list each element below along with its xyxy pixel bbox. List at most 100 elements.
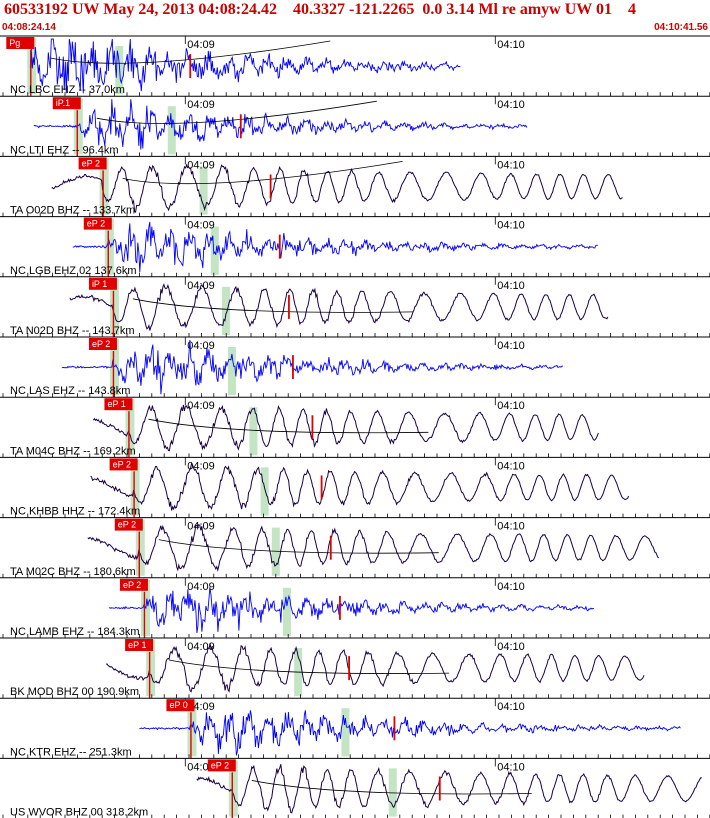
window-band — [228, 760, 238, 817]
pick-label: Pg — [9, 38, 20, 48]
window-band — [249, 407, 258, 456]
window-band — [109, 339, 119, 396]
station-label: BK MOD BHZ 00 190.9km — [10, 686, 139, 698]
waveform-trace — [87, 523, 660, 573]
pick-label: eP 2 — [118, 520, 136, 530]
time-tick-label: 04:09 — [187, 159, 215, 171]
waveform-trace — [72, 221, 599, 273]
station-label: NC LGB EHZ 02 137.6km — [10, 265, 137, 277]
time-tick-label: 04:09 — [187, 581, 215, 593]
time-tick-label: 04:09 — [187, 340, 215, 352]
pick-label: eP 2 — [87, 219, 105, 229]
station-label: TA M04C BHZ -- 169.2km — [10, 445, 136, 457]
time-tick-label: 04:09 — [187, 400, 215, 412]
pick-label-box — [104, 398, 133, 411]
window-band — [221, 286, 230, 335]
station-label: TA O02D BHZ -- 133.7km — [10, 205, 135, 217]
pick-label-box — [6, 37, 35, 49]
window-band — [167, 106, 176, 155]
start-time-label: 04:08:24.14 — [2, 22, 56, 33]
pick-label-box — [88, 338, 117, 350]
window-band — [227, 347, 236, 396]
travel-time-curve — [169, 659, 450, 674]
time-tick-label: 04:10 — [497, 159, 525, 171]
waveform-trace — [51, 163, 623, 214]
waveform-trace — [33, 99, 528, 150]
time-tick-label: 04:10 — [497, 340, 525, 352]
pick-label: iP 1 — [92, 279, 107, 289]
time-tick-label: 04:09 — [187, 39, 215, 51]
window-band — [99, 158, 109, 215]
pick-label-box — [125, 639, 154, 651]
waveform-trace — [139, 710, 681, 756]
pick-label-box — [119, 578, 148, 591]
travel-time-curve — [251, 780, 532, 795]
station-label: NC LTI EHZ -- 96.4km — [10, 144, 119, 156]
station-label: NC KTR EHZ -- 251.3km — [10, 746, 132, 758]
window-band — [104, 218, 114, 275]
pick-label: eP 2 — [92, 339, 110, 349]
window-band — [187, 700, 197, 757]
travel-time-curve — [158, 539, 439, 554]
waveform-trace — [106, 643, 645, 693]
waveform-trace — [29, 38, 461, 94]
station-label: US WVOR BHZ 00 318.2km — [10, 807, 148, 818]
pick-label-box — [114, 518, 143, 531]
station-label: NC KHBB HHZ -- 172.4km — [10, 506, 140, 518]
time-tick-label: 04:09 — [187, 521, 215, 533]
waveform-trace — [196, 764, 702, 814]
pick-label: eP 2 — [123, 580, 141, 590]
pick-label-box — [52, 97, 81, 110]
pick-label: eP 0 — [169, 700, 187, 710]
waveform-trace — [108, 587, 594, 633]
header: 60533192 UW May 24, 2013 04:08:24.42 40.… — [0, 0, 710, 36]
travel-time-curve — [148, 418, 429, 434]
window-band — [146, 640, 156, 697]
time-tick-label: 04:09 — [187, 99, 215, 111]
time-tick-label: 04:10 — [497, 400, 525, 412]
pick-label: eP 2 — [82, 158, 100, 168]
window-band — [109, 278, 119, 335]
pick-label-box — [88, 277, 117, 290]
travel-time-curve — [96, 100, 377, 124]
time-tick-label: 04:10 — [497, 521, 525, 533]
window-band — [282, 587, 291, 636]
waveform-trace — [61, 339, 564, 395]
window-band — [73, 98, 83, 155]
window-band — [130, 459, 140, 516]
station-label: NC LBC EHZ -- 37.0km — [10, 84, 125, 96]
station-label: NC LAS EHZ -- 143.8km — [10, 385, 130, 397]
pick-label-box — [109, 458, 138, 471]
time-tick-label: 04:10 — [497, 641, 525, 653]
pick-label-box — [207, 759, 236, 772]
waveform-trace — [69, 283, 609, 331]
window-band — [199, 166, 208, 215]
time-tick-label: 04:10 — [497, 761, 525, 773]
travel-time-curve — [50, 40, 331, 64]
window-band — [341, 708, 350, 757]
window-band — [135, 519, 145, 576]
pick-label-box — [78, 157, 107, 170]
window-band — [125, 399, 135, 456]
time-tick-label: 04:10 — [497, 220, 525, 232]
pick-label: eP 2 — [211, 760, 229, 770]
waveform-trace — [92, 404, 599, 452]
pick-label: eP 1 — [128, 640, 146, 650]
pick-label-box — [166, 699, 195, 712]
window-band — [271, 527, 280, 576]
window-band — [210, 226, 219, 275]
time-tick-label: 04:10 — [497, 701, 525, 713]
time-tick-label: 04:10 — [497, 99, 525, 111]
time-tick-label: 04:10 — [497, 581, 525, 593]
station-label: NC LAMB EHZ -- 184.3km — [10, 626, 140, 638]
time-tick-label: 04:10 — [497, 460, 525, 472]
pick-label-box — [83, 217, 112, 230]
pick-label: eP 1 — [107, 399, 125, 409]
station-label: TA M02C BHZ -- 180.6km — [10, 566, 136, 578]
window-band — [260, 467, 269, 516]
travel-time-curve — [122, 161, 403, 185]
event-title: 60533192 UW May 24, 2013 04:08:24.42 40.… — [4, 1, 636, 18]
time-tick-label: 04:10 — [497, 39, 525, 51]
end-time-label: 04:10:41.56 — [654, 22, 708, 33]
